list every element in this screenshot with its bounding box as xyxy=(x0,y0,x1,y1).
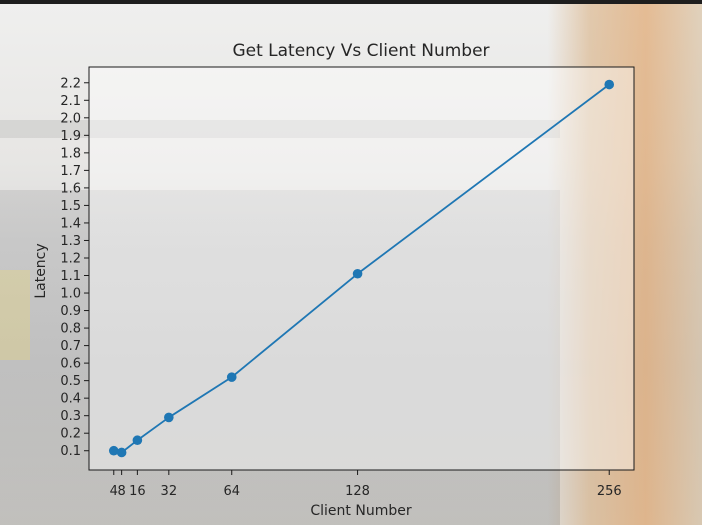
x-tick-label: 32 xyxy=(161,484,178,499)
window-top-strip xyxy=(0,0,702,4)
y-tick-label: 1.6 xyxy=(60,181,81,196)
y-tick-label: 1.2 xyxy=(60,251,81,266)
x-tick-label: 64 xyxy=(223,484,240,499)
y-tick-label: 1.1 xyxy=(60,269,81,284)
background-shadow xyxy=(0,190,560,525)
y-tick-label: 1.9 xyxy=(60,129,81,144)
y-tick-label: 0.6 xyxy=(60,357,81,372)
y-tick-label: 2.2 xyxy=(60,76,81,91)
data-point xyxy=(604,79,615,90)
background-photo xyxy=(0,4,702,525)
data-point xyxy=(116,447,127,458)
y-tick-label: 1.4 xyxy=(60,216,81,231)
series-layer xyxy=(108,79,615,458)
y-tick-label: 1.0 xyxy=(60,287,81,302)
background-rail xyxy=(0,120,560,138)
y-axis: 0.1 0.2 0.3 0.4 0.5 0.6 0.7 0.8 0.9 1.0 1.1 1.2 1.3 1… xyxy=(60,76,89,459)
y-tick-label: 0.4 xyxy=(60,392,81,407)
y-tick-label: 0.8 xyxy=(60,322,81,337)
x-axis-title: Client Number xyxy=(310,503,411,519)
data-point xyxy=(108,445,119,456)
y-tick-label: 1.3 xyxy=(60,234,81,249)
x-tick-label: 4 xyxy=(110,484,118,499)
y-tick-label: 0.5 xyxy=(60,374,81,389)
y-tick-label: 0.7 xyxy=(60,339,81,354)
background-yellow-patch xyxy=(0,270,30,360)
y-tick-label: 0.3 xyxy=(60,409,81,424)
data-point xyxy=(352,268,363,279)
x-axis: 4 8 16 32 64 128 256 xyxy=(110,470,622,499)
y-tick-label: 1.5 xyxy=(60,199,81,214)
y-tick-label: 1.8 xyxy=(60,146,81,161)
y-tick-label: 2.0 xyxy=(60,111,81,126)
y-tick-label: 0.9 xyxy=(60,304,81,319)
y-tick-label: 0.2 xyxy=(60,427,81,442)
data-point xyxy=(164,412,174,423)
y-axis-title: Latency xyxy=(33,243,49,298)
data-point xyxy=(132,435,143,446)
chart-title: Get Latency Vs Client Number xyxy=(232,41,489,61)
y-tick-label: 1.7 xyxy=(60,164,81,179)
x-tick-label: 256 xyxy=(597,484,622,499)
x-tick-label: 128 xyxy=(345,484,370,499)
data-point xyxy=(226,372,237,382)
y-tick-label: 2.1 xyxy=(60,94,81,109)
x-tick-label: 16 xyxy=(129,484,146,499)
x-tick-label: 8 xyxy=(117,484,125,499)
y-tick-label: 0.1 xyxy=(60,444,81,459)
